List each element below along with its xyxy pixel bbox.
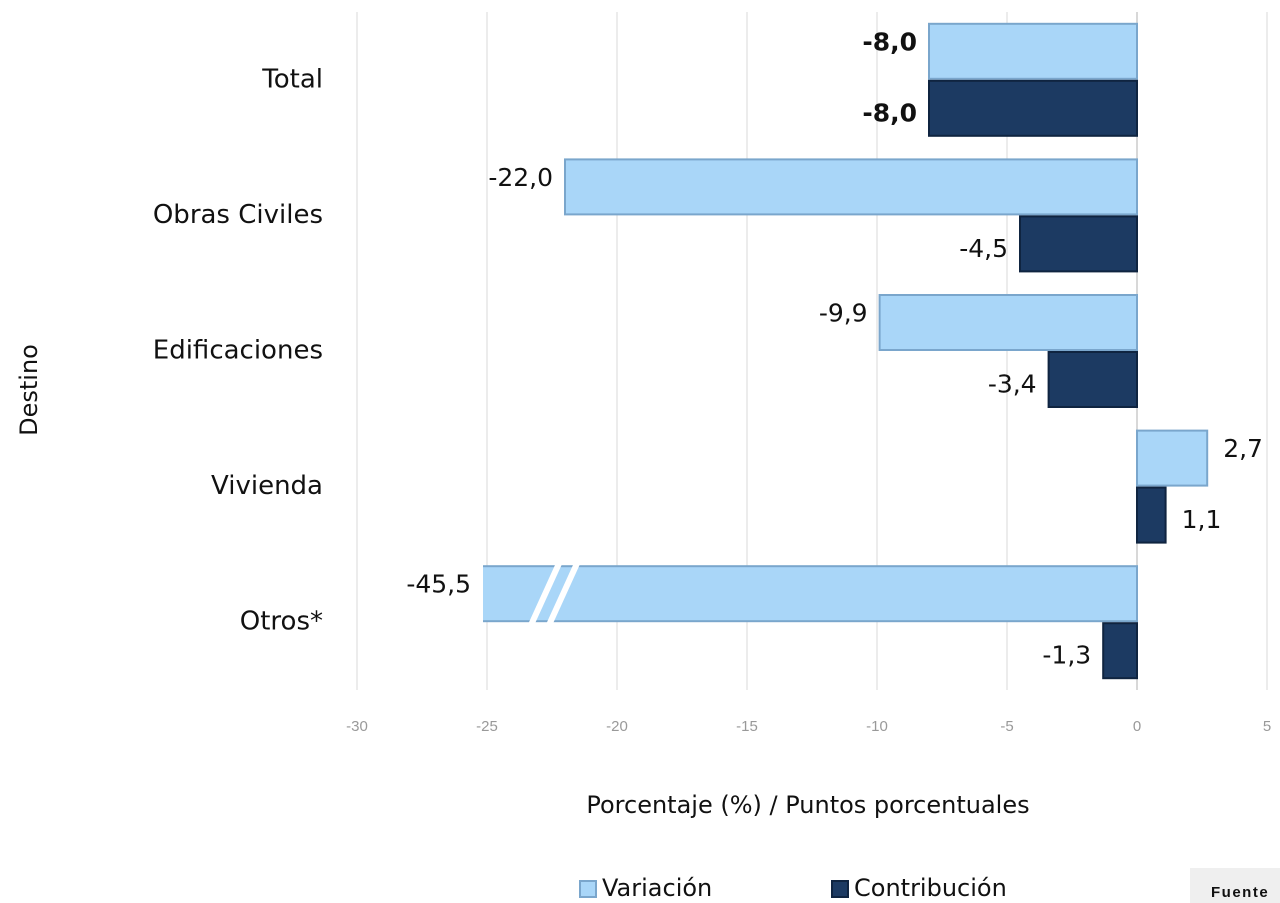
data-label: -8,0	[862, 98, 917, 127]
bar-group	[1136, 429, 1209, 487]
bar-group	[1047, 351, 1138, 408]
x-tick-label: 0	[1133, 718, 1141, 735]
bar-group	[1102, 622, 1138, 680]
data-label: -4,5	[959, 234, 1008, 263]
bar	[878, 294, 1138, 351]
bar	[564, 158, 1138, 216]
data-label: -8,0	[862, 27, 917, 56]
bar	[1019, 215, 1138, 273]
x-axis-title: Porcentaje (%) / Puntos porcentuales	[586, 791, 1029, 819]
source-box	[1190, 868, 1280, 903]
data-label: -22,0	[488, 163, 553, 192]
y-tick-label: Vivienda	[211, 471, 323, 501]
bar-group	[483, 565, 1138, 623]
y-tick-label: Obras Civiles	[153, 200, 323, 230]
bar	[928, 22, 1138, 80]
axis-break	[527, 548, 568, 629]
x-tick-label: -5	[1000, 718, 1013, 735]
legend-swatch	[831, 880, 849, 898]
y-tick-label: Total	[261, 64, 323, 94]
bar-group	[1136, 486, 1167, 544]
data-label: -9,9	[819, 299, 868, 328]
source: Fuente	[1211, 884, 1269, 901]
y-axis-title: Destino	[15, 344, 43, 436]
x-tick-label: -20	[606, 718, 628, 735]
bar	[1136, 429, 1209, 487]
axis-break	[545, 548, 586, 629]
y-tick-label: Otros*	[240, 607, 323, 637]
bar	[1047, 351, 1138, 408]
data-label: -3,4	[988, 370, 1037, 399]
bar	[483, 565, 1138, 623]
x-tick-label: 5	[1263, 718, 1271, 735]
data-label: -1,3	[1042, 641, 1091, 670]
bar	[1136, 486, 1167, 544]
bar	[928, 79, 1138, 137]
bar-group	[928, 79, 1138, 137]
data-label: 2,7	[1223, 434, 1263, 463]
x-tick-label: -10	[866, 718, 888, 735]
x-tick-label: -15	[736, 718, 758, 735]
bar	[1102, 622, 1138, 680]
legend-label: Variación	[602, 874, 712, 902]
x-tick-label: -30	[346, 718, 368, 735]
data-label: -45,5	[406, 570, 471, 599]
bar-group	[878, 294, 1138, 351]
bar-group	[928, 22, 1138, 80]
data-label: 1,1	[1182, 505, 1222, 534]
legend-label: Contribución	[854, 874, 1007, 902]
x-tick-label: -25	[476, 718, 498, 735]
bar-group	[1019, 215, 1138, 273]
legend-swatch	[579, 880, 597, 898]
y-tick-label: Edificaciones	[153, 336, 323, 366]
bar-group	[564, 158, 1138, 216]
